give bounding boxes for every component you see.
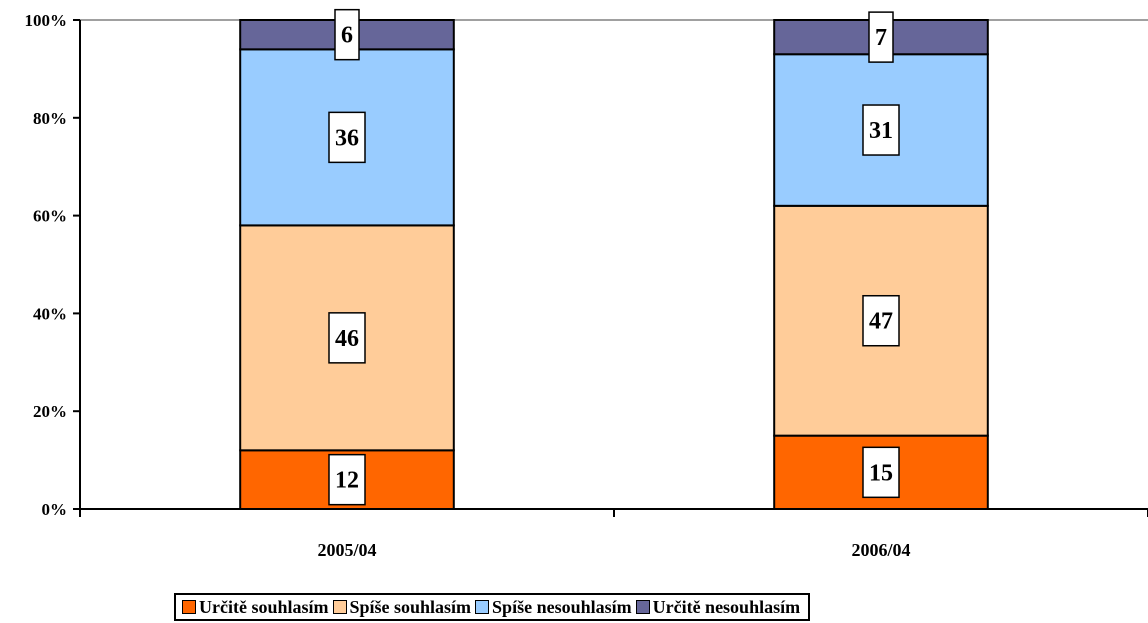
- legend-label: Spíše souhlasím: [349, 596, 472, 617]
- data-label-box: [862, 104, 900, 156]
- data-label-box: [328, 111, 366, 164]
- data-label: 12: [335, 468, 359, 494]
- x-tick-label: 2005/04: [317, 540, 376, 560]
- data-label: 6: [341, 23, 353, 49]
- data-label: 36: [335, 125, 359, 151]
- y-tick-label: 100%: [25, 11, 68, 30]
- data-label: 47: [869, 309, 893, 335]
- bar-segment: [773, 204, 989, 437]
- legend-swatch: [332, 600, 347, 614]
- legend-swatch: [635, 600, 650, 614]
- data-label: 15: [869, 460, 893, 486]
- legend-label: Spíše nesouhlasím: [492, 596, 632, 617]
- data-label: 46: [335, 326, 359, 352]
- data-label: 7: [875, 25, 887, 51]
- legend-item: Určitě nesouhlasím: [635, 596, 801, 618]
- data-label-box: [862, 446, 900, 499]
- data-labels: 12 46 36 6 15 47 31 7: [328, 8, 900, 506]
- data-label-box: [328, 312, 366, 364]
- legend-item: Určitě souhlasím: [182, 597, 329, 618]
- y-tick-label: 60%: [33, 207, 67, 226]
- legend-swatch: [182, 600, 196, 614]
- legend-label: Určitě souhlasím: [199, 596, 329, 617]
- data-label-box: [862, 294, 900, 347]
- bars: [239, 19, 989, 511]
- legend-item: Spíše souhlasím: [332, 596, 472, 618]
- y-tick-label: 20%: [33, 402, 67, 421]
- data-label: 31: [869, 118, 893, 144]
- legend-item: Spíše nesouhlasím: [475, 597, 632, 618]
- data-label-box: [334, 8, 360, 61]
- data-label-box: [328, 453, 366, 506]
- y-tick-label: 40%: [33, 304, 67, 323]
- y-tick-label: 80%: [33, 109, 67, 128]
- x-tick-label: 2006/04: [851, 540, 910, 560]
- legend-label: Určitě nesouhlasím: [652, 596, 801, 617]
- legend: Určitě souhlasím Spíše souhlasím Spíše nes…: [174, 593, 811, 621]
- y-tick-label: 0%: [42, 500, 68, 519]
- category-labels: 2005/04 2006/04: [317, 540, 910, 560]
- legend-swatch: [475, 600, 490, 614]
- data-label-box: [868, 11, 894, 63]
